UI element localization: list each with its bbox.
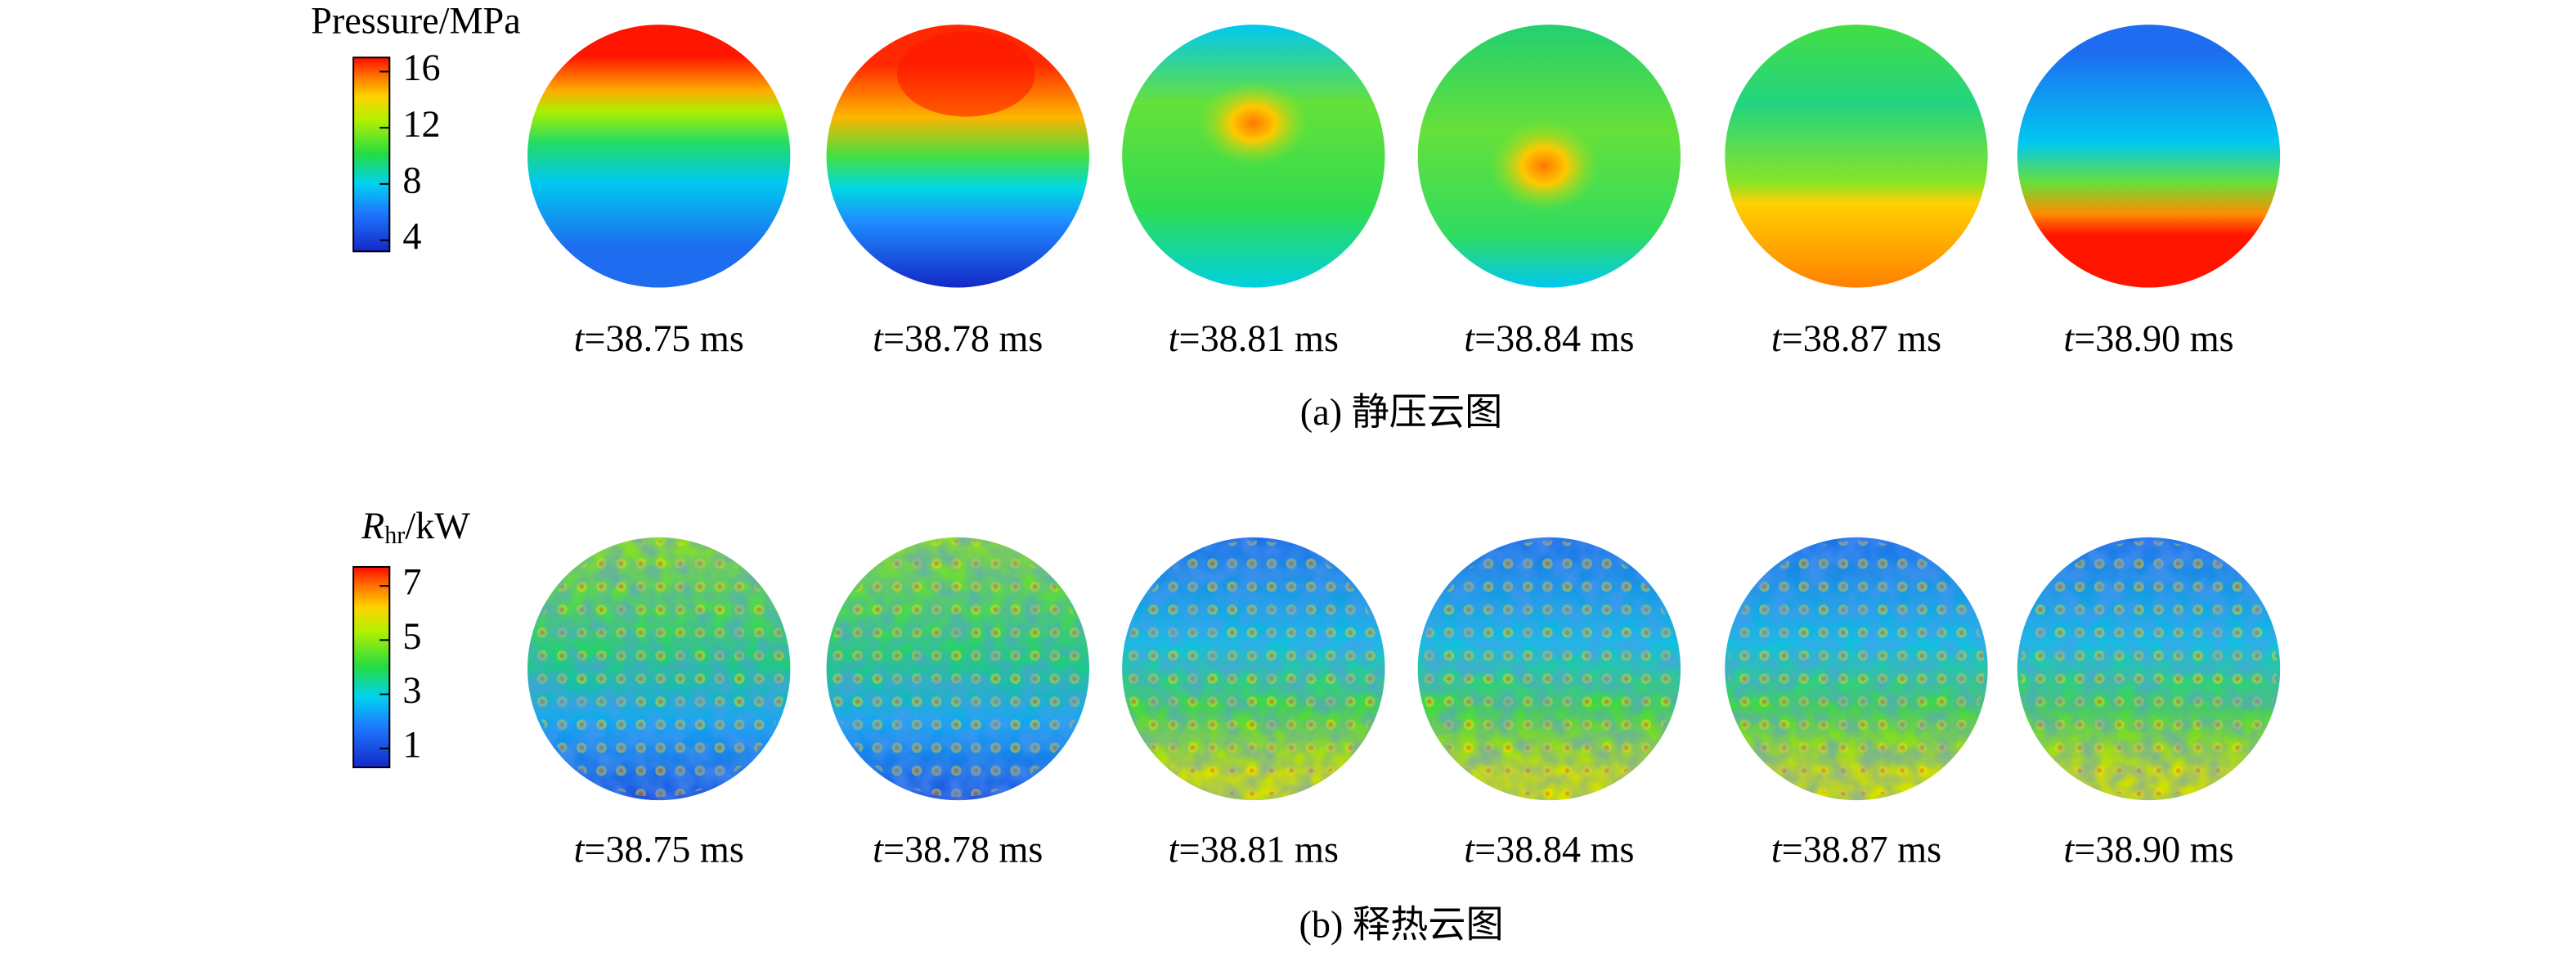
hot-spot <box>896 31 1035 117</box>
tick-label: 3 <box>402 669 421 711</box>
caption: (a) 静压云图 <box>1300 391 1503 433</box>
time-value: =38.78 ms <box>883 317 1043 358</box>
time-value: =38.78 ms <box>883 828 1043 870</box>
time-label: t=38.78 ms <box>873 317 1043 358</box>
symbol: R <box>361 504 384 546</box>
time-value: =38.81 ms <box>1179 828 1339 870</box>
time-symbol: t <box>1771 828 1783 870</box>
time-label: t=38.90 ms <box>2063 317 2233 358</box>
time-value: =38.84 ms <box>1474 828 1634 870</box>
time-label: t=38.81 ms <box>1169 317 1339 358</box>
time-symbol: t <box>1771 317 1783 358</box>
time-symbol: t <box>1169 828 1180 870</box>
heat-release-noise <box>2017 537 2281 801</box>
pressure-contour <box>2017 25 2281 288</box>
pressure-contour <box>527 25 791 288</box>
time-symbol: t <box>1464 828 1475 870</box>
time-label: t=38.75 ms <box>574 317 744 358</box>
time-symbol: t <box>1169 317 1180 358</box>
tick-label: 5 <box>402 615 421 657</box>
colorbar-title: Pressure/MPa <box>311 0 521 42</box>
time-value: =38.90 ms <box>2074 828 2233 870</box>
time-label: t=38.90 ms <box>2063 828 2233 870</box>
heat-release-noise <box>527 537 791 801</box>
heat-release-noise <box>1122 537 1385 801</box>
time-value: =38.75 ms <box>584 317 743 358</box>
heat-release-noise <box>1417 537 1681 801</box>
tick-label: 12 <box>402 103 440 145</box>
tick-label: 16 <box>402 47 440 88</box>
time-label: t=38.84 ms <box>1464 828 1634 870</box>
time-label: t=38.84 ms <box>1464 317 1634 358</box>
colorbar <box>352 56 391 253</box>
tick-label: 1 <box>402 723 421 765</box>
time-value: =38.90 ms <box>2074 317 2233 358</box>
time-symbol: t <box>574 317 586 358</box>
heat-release-noise <box>826 537 1089 801</box>
tick-label: 7 <box>402 561 421 603</box>
time-label: t=38.87 ms <box>1771 317 1941 358</box>
hot-spot <box>1197 80 1310 166</box>
subscript: hr <box>384 521 405 549</box>
time-symbol: t <box>1464 317 1475 358</box>
time-symbol: t <box>2063 317 2075 358</box>
time-symbol: t <box>873 828 884 870</box>
time-value: =38.87 ms <box>1782 317 1941 358</box>
time-symbol: t <box>873 317 884 358</box>
time-value: =38.87 ms <box>1782 828 1941 870</box>
time-label: t=38.81 ms <box>1169 828 1339 870</box>
time-symbol: t <box>574 828 586 870</box>
pressure-contour <box>1725 25 1988 288</box>
colorbar-title: Rhr/kW <box>361 504 470 548</box>
caption: (b) 释热云图 <box>1299 903 1504 945</box>
tick-label: 8 <box>402 159 421 200</box>
time-label: t=38.75 ms <box>574 828 744 870</box>
heat-release-noise <box>1725 537 1988 801</box>
time-symbol: t <box>2063 828 2075 870</box>
time-label: t=38.87 ms <box>1771 828 1941 870</box>
unit: /kW <box>405 504 470 546</box>
time-value: =38.75 ms <box>584 828 743 870</box>
hot-spot <box>1488 119 1600 213</box>
time-value: =38.84 ms <box>1474 317 1634 358</box>
colorbar <box>352 565 391 769</box>
tick-label: 4 <box>402 215 421 257</box>
time-label: t=38.78 ms <box>873 828 1043 870</box>
time-value: =38.81 ms <box>1179 317 1339 358</box>
